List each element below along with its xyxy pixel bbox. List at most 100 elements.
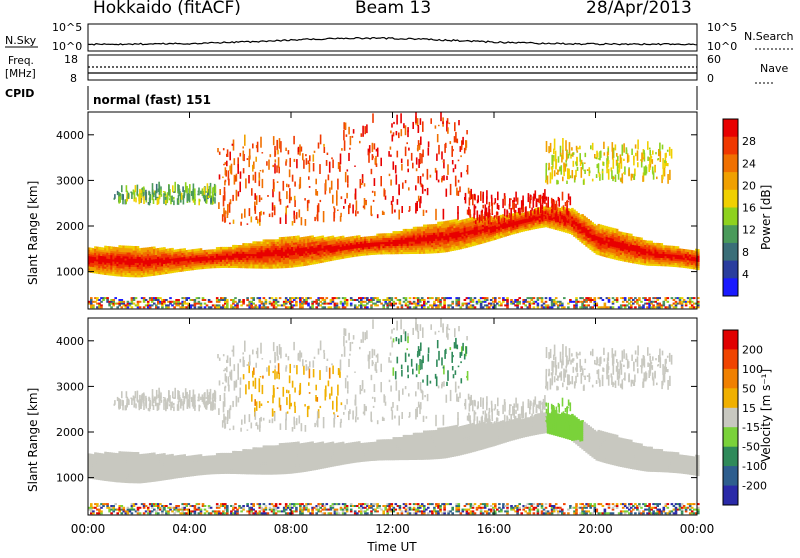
- power-cell: [533, 306, 536, 308]
- power-cell: [624, 299, 627, 301]
- power-cell: [423, 304, 426, 306]
- power-cell: [167, 304, 170, 306]
- power-cell: [334, 212, 336, 218]
- power-cell: [360, 306, 363, 308]
- power-cell: [553, 299, 556, 301]
- power-cell: [118, 193, 120, 195]
- power-cell: [224, 181, 226, 186]
- power-cell: [594, 299, 597, 301]
- power-cell: [376, 297, 379, 299]
- power-cell: [612, 303, 615, 305]
- power-cell: [626, 301, 629, 303]
- power-cell: [439, 303, 442, 305]
- power-cell: [163, 301, 166, 303]
- power-cell: [533, 297, 536, 299]
- power-cell: [108, 304, 111, 306]
- power-cell: [265, 301, 268, 303]
- power-cell: [498, 297, 501, 299]
- power-cell: [638, 299, 641, 301]
- power-cell: [529, 306, 532, 308]
- power-cell: [229, 202, 231, 212]
- power-cell: [667, 301, 670, 303]
- power-cell: [222, 177, 224, 179]
- power-cell: [261, 301, 264, 303]
- power-cell: [173, 306, 176, 308]
- power-cell: [608, 297, 611, 299]
- power-cell: [427, 306, 430, 308]
- power-cell: [451, 301, 454, 303]
- power-cell: [671, 304, 674, 306]
- power-cell: [563, 297, 566, 299]
- power-cell: [458, 301, 461, 303]
- power-cell: [273, 179, 275, 189]
- power-cell: [333, 206, 335, 208]
- power-cell: [304, 198, 306, 200]
- power-cell: [169, 198, 171, 200]
- power-cell: [160, 190, 162, 195]
- power-cell: [405, 297, 408, 299]
- power-cell: [332, 195, 334, 204]
- power-cell: [417, 303, 420, 305]
- power-cell: [121, 299, 124, 301]
- power-cell: [271, 297, 274, 299]
- power-cell: [119, 194, 121, 197]
- power-cell: [443, 306, 446, 308]
- power-cell: [153, 303, 156, 305]
- power-cell: [661, 306, 664, 308]
- power-cell: [218, 301, 221, 303]
- power-cell: [476, 303, 479, 305]
- power-cell: [350, 304, 353, 306]
- power-cell: [535, 301, 538, 303]
- power-cell: [123, 303, 126, 305]
- power-cell: [155, 191, 157, 201]
- power-cell: [320, 135, 322, 145]
- power-cell: [612, 297, 615, 299]
- power-cell: [541, 299, 544, 301]
- power-cell: [147, 303, 150, 305]
- power-cell: [673, 299, 676, 301]
- power-cell: [256, 195, 258, 205]
- power-cell: [632, 299, 635, 301]
- freq-right-label: Nave: [760, 62, 788, 75]
- power-cell: [328, 175, 330, 181]
- power-cell: [439, 301, 442, 303]
- power-cell: [157, 306, 160, 308]
- power-cell: [332, 301, 335, 303]
- power-cell: [484, 301, 487, 303]
- power-cell: [399, 303, 402, 305]
- power-cell: [685, 304, 688, 306]
- power-cell: [502, 301, 505, 303]
- power-cell: [518, 297, 521, 299]
- power-cell: [243, 168, 245, 173]
- power-cell: [325, 180, 327, 191]
- power-cell: [259, 304, 262, 306]
- power-cell: [338, 297, 341, 299]
- power-cell: [149, 306, 152, 308]
- power-cell: [225, 210, 227, 213]
- power-cell: [346, 303, 349, 305]
- power-cell: [133, 303, 136, 305]
- power-cell: [198, 301, 201, 303]
- power-cell: [296, 159, 298, 168]
- power-cell: [366, 306, 369, 308]
- power-cell: [486, 299, 489, 301]
- power-cell: [366, 297, 369, 299]
- power-cell: [638, 304, 641, 306]
- power-cell: [384, 301, 387, 303]
- power-cell: [449, 304, 452, 306]
- power-cell: [522, 303, 525, 305]
- power-cell: [472, 304, 475, 306]
- power-cell: [177, 198, 179, 205]
- power-cell: [628, 303, 631, 305]
- power-cell: [331, 157, 333, 159]
- power-cell: [285, 206, 287, 214]
- power-cell: [233, 220, 235, 224]
- power-cell: [236, 304, 239, 306]
- power-cell: [630, 306, 633, 308]
- power-cell: [301, 304, 304, 306]
- power-cell: [277, 181, 279, 183]
- power-cell: [537, 303, 540, 305]
- noise-trace: [88, 38, 697, 45]
- power-cell: [238, 191, 240, 196]
- power-cell: [177, 299, 180, 301]
